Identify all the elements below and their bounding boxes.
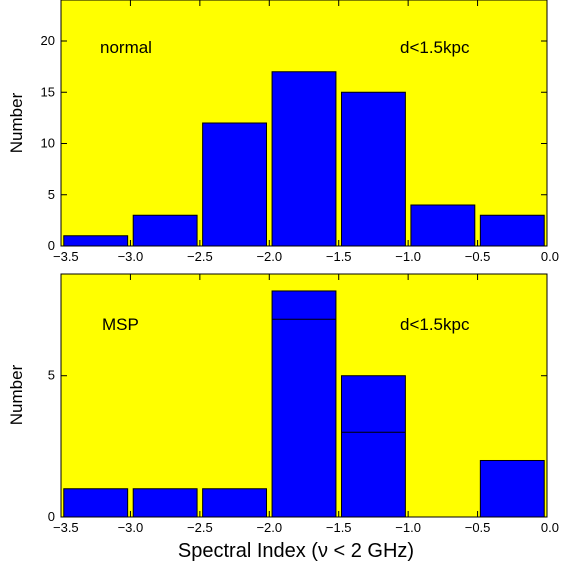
- panel-msp-x-tick-label: 0.0: [541, 520, 559, 535]
- panel-normal-annotation-left: normal: [100, 38, 152, 57]
- panel-normal: 0 5 10 15 20 −3.5 −3.0 −2.5 −2.0 −1.5 −1.0 −0.5 0.0…: [7, 0, 559, 264]
- panel-normal-x-ticks: −3.5 −3.0 −2.5 −2.0 −1.5 −1.0 −0.5 0.0: [53, 0, 559, 264]
- panel-msp-annotation-right: d<1.5kpc: [400, 315, 470, 334]
- panel-msp-x-tick-label: −2.0: [256, 520, 282, 535]
- panel-normal-y-ticks: 0 5 10 15 20: [41, 33, 547, 253]
- panel-normal-y-axis-label: Number: [7, 92, 26, 153]
- panel-msp-y-tick-label: 0: [48, 509, 55, 524]
- panel-msp-bar: [63, 488, 129, 518]
- panel-normal-bar: [202, 122, 268, 247]
- panel-msp-bar: [202, 488, 268, 518]
- panel-normal-y-tick-label: 10: [41, 136, 55, 151]
- panel-msp-x-tick-label: −0.5: [465, 520, 491, 535]
- panel-msp-y-tick-label: 5: [48, 368, 55, 383]
- panel-msp-bar: [132, 488, 198, 518]
- panel-msp-x-tick-label: −1.0: [395, 520, 421, 535]
- panel-normal-x-tick-label: 0.0: [541, 249, 559, 264]
- panel-normal-x-tick-label: −1.5: [326, 249, 352, 264]
- panel-msp-bar: [271, 290, 337, 518]
- x-axis-label: Spectral Index (ν < 2 GHz): [178, 540, 414, 562]
- panel-normal-x-tick-label: −3.5: [53, 249, 79, 264]
- panel-msp-x-tick-label: −3.0: [118, 520, 144, 535]
- panel-msp-bar: [479, 459, 545, 518]
- panel-msp: 05 −3.5 −3.0 −2.5 −2.0 −1.5 −1.0 −0.5 0.0 MSP d…: [7, 273, 559, 562]
- panel-msp-x-tick-label: −2.5: [187, 520, 213, 535]
- panel-normal-y-tick-label: 0: [48, 238, 55, 253]
- panel-normal-y-tick-label: 15: [41, 84, 55, 99]
- panel-normal-y-tick-label: 20: [41, 33, 55, 48]
- panel-normal-bar: [63, 235, 129, 247]
- panel-msp-bars: [63, 290, 545, 518]
- panel-normal-x-tick-label: −2.0: [256, 249, 282, 264]
- panel-normal-bar: [271, 71, 337, 247]
- panel-normal-x-tick-label: −1.0: [395, 249, 421, 264]
- panel-msp-annotation-left: MSP: [102, 315, 139, 334]
- panel-normal-annotation-right: d<1.5kpc: [400, 38, 470, 57]
- panel-normal-x-tick-label: −0.5: [465, 249, 491, 264]
- panel-normal-bar: [132, 214, 198, 247]
- panel-msp-x-tick-label: −3.5: [53, 520, 79, 535]
- panel-msp-x-tick-label: −1.5: [326, 520, 352, 535]
- panel-normal-y-tick-label: 5: [48, 187, 55, 202]
- panel-normal-bar: [479, 214, 545, 247]
- panel-normal-x-tick-label: −2.5: [187, 249, 213, 264]
- panel-msp-x-ticks: −3.5 −3.0 −2.5 −2.0 −1.5 −1.0 −0.5 0.0: [53, 274, 559, 535]
- panel-normal-bar: [410, 204, 476, 247]
- panel-msp-y-axis-label: Number: [7, 364, 26, 425]
- panel-normal-bars: [63, 71, 545, 247]
- panel-normal-x-tick-label: −3.0: [118, 249, 144, 264]
- panel-normal-bar: [340, 91, 406, 247]
- panel-msp-y-ticks: 05: [48, 368, 547, 524]
- panel-msp-bar: [340, 375, 406, 518]
